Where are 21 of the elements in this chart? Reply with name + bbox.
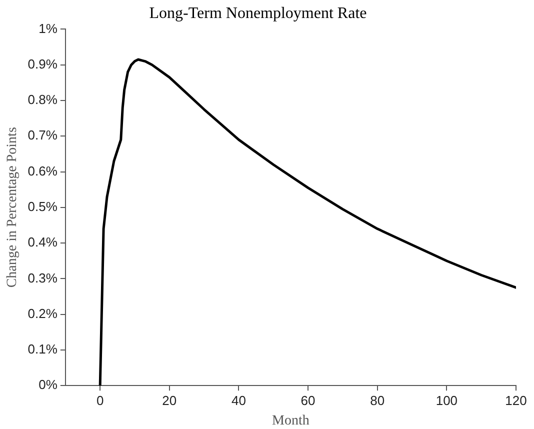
y-tick-label: 0.8%	[28, 92, 58, 108]
y-tick-label: 0.4%	[28, 234, 58, 250]
y-tick-label: 0.3%	[28, 270, 58, 286]
y-tick-label: 0.2%	[28, 306, 58, 321]
y-tick-label: 1%	[38, 20, 58, 36]
y-tick-label: 0.1%	[28, 342, 58, 357]
x-tick-label: 40	[231, 392, 246, 408]
x-tick-label: 80	[370, 392, 385, 408]
x-axis-title: Month	[272, 413, 310, 428]
y-tick-label: 0.7%	[28, 128, 58, 143]
x-tick-label: 0	[96, 392, 104, 408]
x-tick-label: 100	[436, 392, 458, 408]
x-tick-label: 20	[162, 392, 177, 408]
y-tick-label: 0.9%	[28, 56, 58, 72]
y-tick-label: 0.5%	[28, 198, 58, 214]
x-tick-label: 60	[300, 392, 316, 408]
y-axis-title: Change in Percentage Points	[5, 127, 20, 288]
y-tick-label: 0.6%	[28, 163, 58, 178]
x-tick-label: 120	[505, 392, 527, 408]
y-tick-label: 0%	[38, 377, 58, 392]
chart-title: Long-Term Nonemployment Rate	[149, 4, 367, 22]
